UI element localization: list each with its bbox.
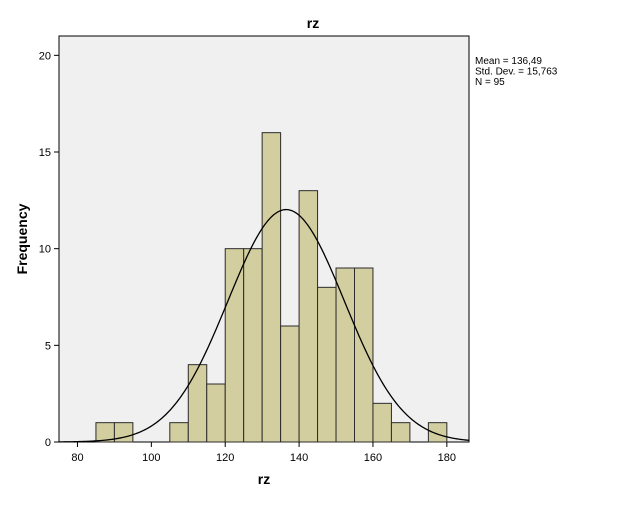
histogram-bar [206, 383, 226, 443]
histogram-bar [317, 286, 337, 443]
histogram-bar [335, 267, 355, 443]
histogram-bar [390, 422, 411, 443]
x-axis-label: rz [258, 471, 270, 487]
x-tick-label: 140 [290, 452, 308, 464]
normal-curve [58, 208, 470, 443]
x-tick-label: 100 [142, 452, 160, 464]
y-axis-label: Frequency [14, 203, 30, 274]
axes-group: 0 5 10 15 20 80 100 120 140 160 180 [39, 50, 456, 464]
x-tick-label: 80 [71, 452, 83, 464]
y-tick-label: 5 [45, 340, 51, 352]
chart-title: rz [307, 15, 319, 31]
bars-group [95, 132, 448, 443]
histogram-bar [354, 267, 374, 443]
x-tick-label: 120 [216, 452, 234, 464]
y-tick-label: 0 [45, 437, 51, 449]
histogram-bar [224, 248, 245, 443]
y-tick-label: 10 [39, 244, 51, 256]
histogram-bar [298, 190, 319, 443]
y-tick-label: 15 [39, 147, 51, 159]
histogram-bar [280, 325, 300, 443]
stats-line: N = 95 [475, 77, 505, 88]
histogram-bar [243, 248, 263, 443]
stats-line: Std. Dev. = 15,763 [475, 67, 558, 78]
histogram-bar [169, 422, 189, 443]
histogram-bar [427, 422, 448, 443]
stats-line: Mean = 136,49 [475, 56, 542, 67]
histogram-bar [261, 132, 282, 443]
histogram-bar [187, 364, 208, 443]
x-tick-label: 160 [364, 452, 382, 464]
x-tick-label: 180 [438, 452, 456, 464]
histogram-bar [372, 402, 392, 443]
histogram-bar [113, 422, 134, 443]
y-tick-label: 20 [39, 50, 51, 62]
